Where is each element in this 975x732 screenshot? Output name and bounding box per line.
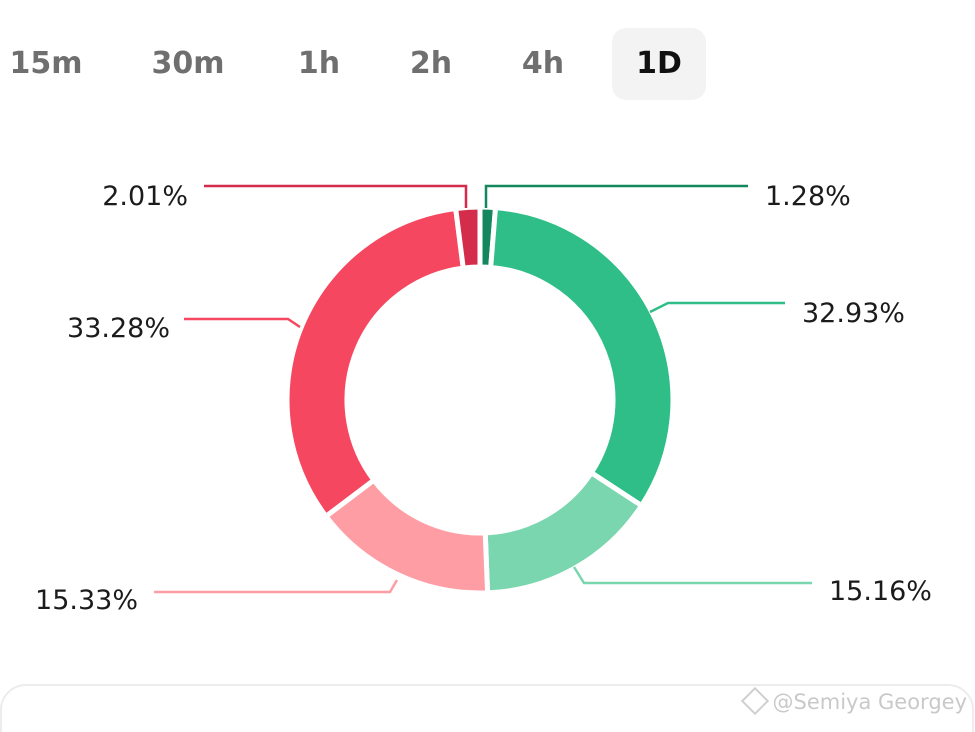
tab-4h[interactable]: 4h [521, 46, 565, 81]
leader-line [649, 301, 785, 314]
donut-slice[interactable] [487, 204, 676, 510]
tab-1d[interactable]: 1D [612, 28, 706, 100]
leader-line [154, 579, 399, 594]
slice-percent-label: 2.01% [102, 181, 188, 212]
leader-line [484, 184, 748, 208]
watermark-logo-icon [740, 686, 769, 716]
slice-percent-label: 15.16% [829, 576, 932, 607]
watermark-text: @Semiya Georgey [772, 690, 968, 714]
slice-percent-label: 33.28% [67, 313, 170, 344]
watermark: @Semiya Georgey [740, 686, 968, 716]
tab-2h[interactable]: 2h [409, 46, 453, 81]
slice-percent-label: 15.33% [35, 585, 138, 616]
tab-15m[interactable]: 15m [9, 46, 83, 81]
timeframe-tabs: 15m 30m 1h 2h 4h 1D [0, 28, 975, 100]
donut-slice[interactable] [482, 469, 646, 596]
bottom-card [0, 684, 974, 732]
slice-percent-label: 1.28% [765, 181, 851, 212]
leader-line [184, 317, 301, 329]
slice-percent-label: 32.93% [802, 298, 905, 329]
tab-30m[interactable]: 30m [151, 46, 225, 81]
leader-line [572, 566, 812, 585]
donut-slice[interactable] [284, 205, 467, 520]
donut-slice[interactable] [452, 204, 483, 271]
tab-1h[interactable]: 1h [297, 46, 341, 81]
leader-line [204, 184, 468, 208]
